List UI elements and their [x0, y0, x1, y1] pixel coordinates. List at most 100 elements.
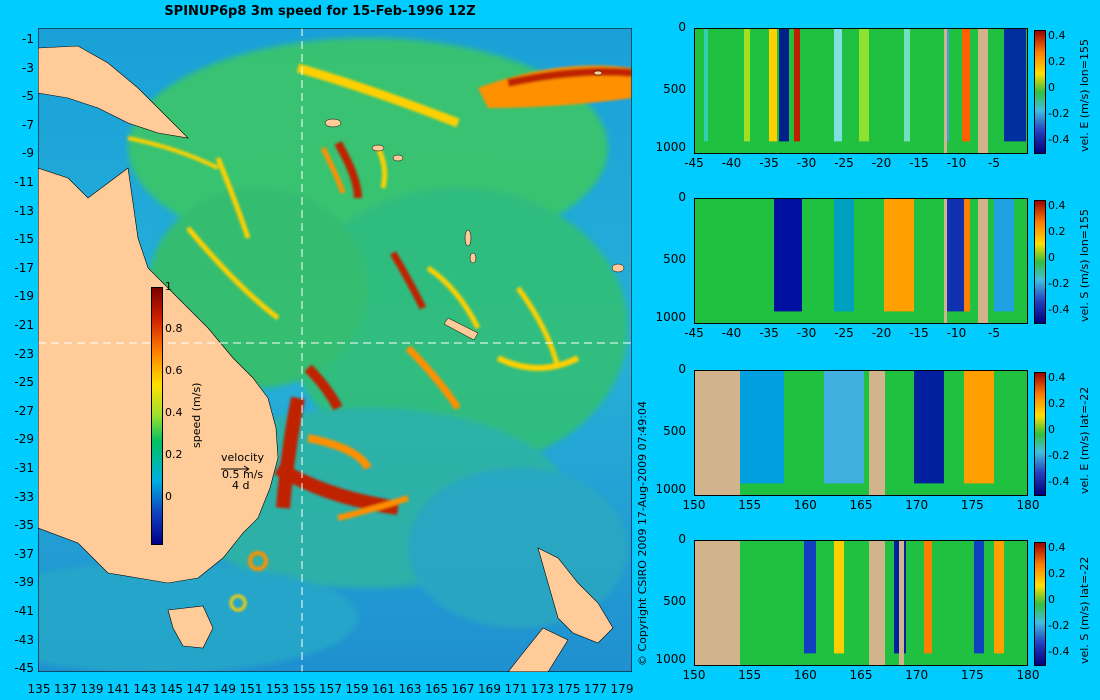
lat-tick-label: -19: [14, 289, 34, 304]
section-colorbar-tick: 0.2: [1048, 397, 1066, 410]
velocity-band: [904, 28, 910, 142]
new-guinea-land: [38, 45, 189, 139]
velocity-band: [794, 28, 800, 142]
section-plot-1[interactable]: [694, 28, 1028, 154]
new-zealand-south-land: [507, 627, 569, 672]
speed-colorbar-tick: 0.6: [165, 364, 183, 377]
section-colorbar-tick: 0.2: [1048, 55, 1066, 68]
lat-tick-label: -9: [22, 146, 34, 161]
section-plot-2[interactable]: [694, 198, 1028, 324]
lat-tick-label: -25: [14, 375, 34, 390]
section-x-tick-label: 180: [1016, 668, 1040, 682]
section-colorbar-tick: -0.4: [1048, 645, 1070, 658]
lon-tick-label: 151: [239, 682, 263, 696]
depth-tick-label: 0: [678, 20, 686, 34]
section-x-tick-label: -5: [988, 156, 1000, 170]
section-x-tick-label: 170: [905, 668, 929, 682]
section-colorbar-tick: 0.4: [1048, 29, 1066, 42]
speed-colorbar: [151, 287, 163, 545]
lat-tick-label: -31: [14, 461, 34, 475]
section-land: [899, 540, 904, 666]
section-x-tick-label: -35: [759, 326, 779, 340]
lon-tick-label: 173: [531, 682, 554, 696]
lon-tick-label: 163: [398, 682, 422, 696]
section-plot-3[interactable]: [694, 370, 1028, 496]
velocity-band: [962, 28, 970, 142]
velocity-band: [734, 370, 784, 484]
lon-tick-label: 157: [319, 682, 342, 696]
section-x-tick-label: -20: [871, 326, 892, 340]
speed-colorbar-tick: 0.4: [165, 406, 183, 419]
section-x-tick-label: 150: [682, 498, 706, 512]
section-plot-canvas: [694, 540, 1028, 666]
section-land: [694, 370, 740, 496]
depth-tick-label: 500: [663, 252, 686, 266]
lat-tick-label: -3: [22, 60, 34, 75]
section-land: [978, 198, 988, 324]
section-colorbar-tick: -0.4: [1048, 303, 1070, 316]
section-land: [944, 28, 947, 154]
velocity-band: [884, 198, 914, 312]
speed-colorbar-tick: 0.2: [165, 448, 183, 461]
depth-tick-label: 0: [678, 190, 686, 204]
section-land: [869, 370, 885, 496]
section-x-tick-label: 175: [960, 498, 984, 512]
section-colorbar-tick: 0: [1048, 251, 1055, 264]
section-x-tick-label: -15: [909, 326, 929, 340]
lon-tick-label: 165: [425, 682, 448, 696]
section-colorbar-tick: 0.4: [1048, 371, 1066, 384]
section-plot-canvas: [694, 28, 1028, 154]
speed-map-canvas: [38, 28, 632, 672]
speed-map[interactable]: [38, 28, 632, 672]
velocity-band: [704, 28, 708, 142]
lat-tick-label: -41: [14, 604, 34, 618]
velocity-band: [859, 28, 869, 142]
depth-tick-label: 1000: [655, 140, 686, 154]
copyright-text: © Copyright CSIRO 2009 17-Aug-2009 07:49…: [636, 400, 649, 666]
lon-tick-label: 149: [213, 682, 236, 696]
velocity-key-title: velocity: [221, 451, 264, 464]
velocity-key-arrow: [221, 465, 250, 473]
lon-tick-label: 145: [160, 682, 183, 696]
section-x-tick-label: -45: [684, 326, 704, 340]
section-colorbar: [1034, 372, 1046, 496]
lon-tick-label: 177: [584, 682, 607, 696]
section-colorbar-tick: 0: [1048, 423, 1055, 436]
new-caledonia-land: [443, 317, 479, 341]
lat-tick-label: -45: [14, 661, 34, 676]
section-x-tick-label: 155: [738, 498, 762, 512]
island-chain: [324, 70, 625, 273]
velocity-key-duration: 4 d: [232, 479, 250, 492]
section-x-tick-label: -35: [759, 156, 779, 170]
page-title: SPINUP6p8 3m speed for 15-Feb-1996 12Z: [164, 4, 476, 19]
section-plot-4[interactable]: [694, 540, 1028, 666]
lat-tick-label: -39: [14, 575, 34, 590]
section-colorbar-label: vel. E (m/s) lon=155: [1078, 39, 1091, 152]
section-colorbar-tick: -0.4: [1048, 133, 1070, 146]
section-x-tick-label: 160: [793, 668, 817, 682]
section-x-tick-label: 180: [1016, 498, 1040, 512]
section-x-tick-label: 175: [960, 668, 984, 682]
section-colorbar-tick: -0.2: [1048, 107, 1070, 120]
new-zealand-land: [537, 547, 614, 644]
section-x-tick-label: 170: [905, 498, 929, 512]
section-colorbar-tick: -0.4: [1048, 475, 1070, 488]
depth-tick-label: 0: [678, 532, 686, 546]
section-plot-canvas: [694, 198, 1028, 324]
velocity-band: [744, 28, 750, 142]
velocity-band: [994, 198, 1014, 312]
section-colorbar-tick: -0.2: [1048, 277, 1070, 290]
section-colorbar-tick: 0.4: [1048, 199, 1066, 212]
section-background: [694, 198, 1028, 324]
section-colorbar: [1034, 200, 1046, 324]
section-colorbar-tick: 0.2: [1048, 567, 1066, 580]
lat-tick-label: -33: [14, 489, 34, 504]
section-x-tick-label: -25: [834, 326, 854, 340]
lon-tick-label: 141: [107, 682, 130, 696]
depth-tick-label: 1000: [655, 652, 686, 666]
velocity-band: [774, 198, 802, 312]
lat-tick-label: -35: [14, 518, 34, 533]
velocity-band: [779, 28, 789, 142]
depth-tick-label: 1000: [655, 310, 686, 324]
section-x-tick-label: -15: [909, 156, 929, 170]
